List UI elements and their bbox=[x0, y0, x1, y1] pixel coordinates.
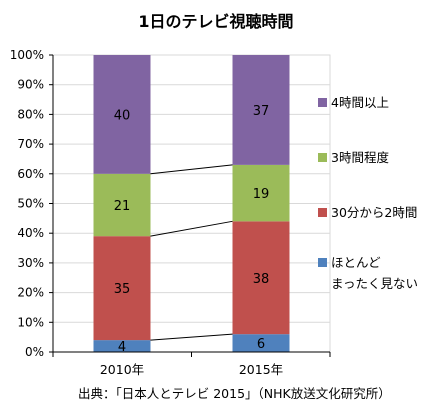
bar-segment bbox=[93, 55, 151, 174]
series-connector-line bbox=[150, 164, 233, 175]
x-axis: 2010年 2015年 bbox=[52, 351, 331, 377]
legend-label: 30分から2時間 bbox=[331, 205, 418, 220]
bar-segment bbox=[93, 340, 151, 352]
y-tick-label: 100% bbox=[10, 48, 44, 62]
y-tick-label: 20% bbox=[17, 286, 44, 300]
y-tick-label: 40% bbox=[17, 226, 44, 240]
y-tick-label: 50% bbox=[17, 197, 44, 211]
legend-swatch bbox=[318, 208, 327, 217]
y-tick-label: 60% bbox=[17, 167, 44, 181]
series-connector-line bbox=[150, 333, 233, 341]
legend-label: 4時間以上 bbox=[331, 95, 389, 110]
bar-segment bbox=[93, 236, 151, 341]
stacked-bar-chart: 0%10%20%30%40%50%60%70%80%90%100% 435214… bbox=[10, 48, 331, 377]
legend-swatch bbox=[318, 98, 327, 107]
bar-segment bbox=[232, 221, 290, 335]
bars: 4 35 21 40 6 38 19 37 bbox=[93, 55, 290, 355]
legend-item: ほとんど まったく見ない bbox=[318, 252, 418, 294]
y-tick-label: 70% bbox=[17, 137, 44, 151]
bar-segment bbox=[232, 164, 290, 222]
y-tick-label: 10% bbox=[17, 315, 44, 329]
x-tick-label: 2015年 bbox=[239, 362, 283, 377]
legend-label: ほとんど まったく見ない bbox=[331, 255, 419, 291]
bar-segment bbox=[232, 334, 290, 352]
legend-item: 3時間程度 bbox=[318, 147, 389, 168]
legend-label: 3時間程度 bbox=[331, 150, 389, 165]
data-label: 6 bbox=[257, 337, 265, 352]
data-label: 35 bbox=[114, 282, 131, 297]
data-label: 38 bbox=[253, 272, 270, 287]
legend-item: 4時間以上 bbox=[318, 92, 389, 113]
legend-swatch bbox=[318, 258, 327, 267]
data-label: 4 bbox=[118, 340, 126, 355]
series-connector-line bbox=[150, 220, 233, 237]
legend-swatch bbox=[318, 153, 327, 162]
y-tick-label: 30% bbox=[17, 256, 44, 270]
data-label: 19 bbox=[253, 187, 270, 202]
x-tick-label: 2010年 bbox=[100, 362, 144, 377]
y-tick-label: 80% bbox=[17, 107, 44, 121]
data-label: 40 bbox=[114, 108, 131, 123]
y-tick-label: 0% bbox=[25, 345, 44, 359]
legend-item: 30分から2時間 bbox=[318, 202, 417, 223]
y-axis: 0% 10% 20% 30% 40% 50% 60% 70% 80% 90% 100% bbox=[10, 48, 54, 359]
bar-segment bbox=[232, 55, 290, 165]
data-label: 21 bbox=[114, 199, 131, 214]
bar-segment bbox=[93, 173, 151, 237]
connector-lines bbox=[150, 164, 233, 341]
data-label: 37 bbox=[253, 104, 270, 119]
source-note: 出典：「日本人とテレビ 2015」（NHK放送文化研究所） bbox=[78, 386, 391, 401]
y-tick-label: 90% bbox=[17, 78, 44, 92]
chart-title: 1日のテレビ視聴時間 bbox=[138, 12, 294, 31]
